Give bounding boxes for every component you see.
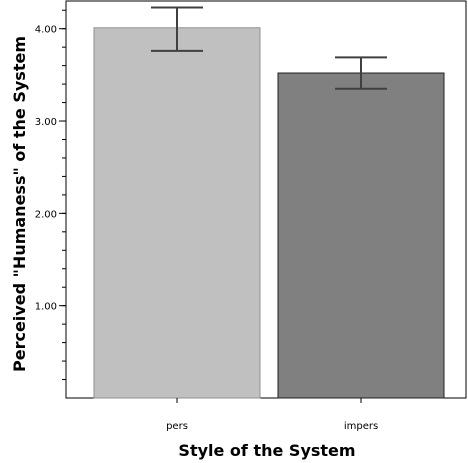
y-tick-label: 2.00 bbox=[35, 209, 57, 220]
y-tick-label: 3.00 bbox=[35, 117, 57, 128]
x-tick-label-pers: pers bbox=[166, 421, 188, 432]
y-tick-label: 4.00 bbox=[35, 25, 57, 36]
x-tick-label-impers: impers bbox=[344, 421, 378, 432]
y-axis-ticks: 1.00 2.00 3.00 4.00 bbox=[35, 9, 66, 381]
x-axis-ticks: pers impers bbox=[166, 398, 378, 432]
bar-impers bbox=[277, 72, 445, 399]
x-axis-title: Style of the System bbox=[178, 441, 355, 460]
bars-group bbox=[93, 27, 445, 399]
y-tick-label: 1.00 bbox=[35, 302, 57, 313]
axes-frame bbox=[65, 0, 467, 399]
bar-pers bbox=[93, 27, 261, 399]
error-bars-group bbox=[151, 6, 387, 90]
plot-frame bbox=[65, 0, 467, 399]
y-axis-title: Perceived "Humaness" of the System bbox=[10, 36, 29, 372]
